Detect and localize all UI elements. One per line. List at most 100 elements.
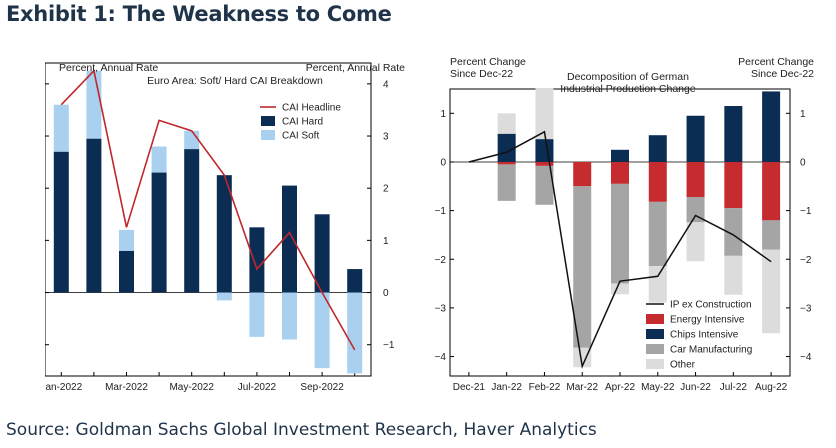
cai-soft-bar-jul-2022	[249, 292, 265, 337]
legend-cai-hard-label: CAI Hard	[282, 117, 323, 128]
cai-soft-bar-feb-2022	[86, 70, 102, 139]
other-bar-jan-22	[497, 113, 516, 134]
left-xtick-label: Jan-2022	[45, 382, 83, 393]
right-xtick-label: Aug-22	[755, 382, 788, 393]
right-ytick-label-left: 1	[440, 109, 446, 120]
cai-hard-bar-sep-2022	[314, 214, 330, 293]
chips-intensive-bar-may-22	[648, 135, 667, 162]
right-ytick-label-right: −3	[800, 303, 812, 314]
right-ytick-label-right: −2	[800, 255, 812, 266]
right-ytick-label-left: −1	[435, 206, 447, 217]
cai-soft-bar-apr-2022	[151, 146, 167, 173]
right-chart-title: Decomposition of German Industrial Produ…	[560, 71, 696, 95]
left-y-label-left: Percent, Annual Rate	[59, 62, 159, 74]
right-xtick-label: Jul-22	[720, 382, 748, 393]
left-ytick-label-right: 0	[383, 288, 389, 299]
cai-soft-bar-aug-2022	[282, 292, 297, 340]
energy-intensive-bar-jun-22	[686, 161, 705, 197]
energy-intensive-bar-may-22	[648, 161, 667, 202]
other-bar-jun-22	[686, 222, 705, 262]
cai-hard-bar-jun-2022	[216, 175, 232, 293]
left-xtick-label: May-2022	[169, 382, 214, 393]
car-manufacturing-bar-jun-22	[686, 196, 705, 223]
left-chart-svg: −1−10011223344Jan-2022Mar-2022May-2022Ju…	[22, 62, 395, 393]
cai-soft-bar-sep-2022	[314, 292, 330, 369]
energy-intensive-bar-apr-22	[611, 161, 629, 184]
cai-hard-bar-may-2022	[184, 149, 200, 293]
right-xtick-label: Jun-22	[680, 382, 711, 393]
right-ytick-label-right: 0	[800, 157, 806, 168]
legend-energy-intensive-swatch	[646, 314, 664, 324]
chips-intensive-bar-jun-22	[686, 115, 705, 162]
legend-ip-ex-construction-label: IP ex Construction	[670, 300, 752, 311]
legend-other-swatch	[646, 359, 664, 369]
left-ytick-label-right: 3	[383, 132, 389, 143]
right-ytick-label-right: −1	[800, 206, 812, 217]
legend-cai-soft-swatch	[261, 130, 275, 140]
other-bar-mar-22	[573, 347, 592, 368]
cai-hard-bar-jul-2022	[249, 227, 265, 293]
left-plot-frame	[44, 62, 372, 377]
other-bar-aug-22	[762, 249, 781, 334]
legend-energy-intensive-label: Energy Intensive	[670, 315, 745, 326]
right-ytick-label-right: 1	[800, 109, 806, 120]
legend-other-label: Other	[670, 360, 696, 371]
energy-intensive-bar-feb-22	[535, 161, 554, 166]
right-xtick-label: Jan-22	[491, 382, 522, 393]
cai-soft-bar-may-2022	[184, 130, 200, 150]
cai-hard-bar-feb-2022	[86, 138, 102, 293]
left-xtick-label: Mar-2022	[105, 382, 148, 393]
car-manufacturing-bar-feb-22	[535, 165, 554, 205]
right-ytick-label-right: −4	[800, 352, 812, 363]
legend-chips-intensive-swatch	[646, 329, 664, 339]
exhibit-title: Exhibit 1: The Weakness to Come	[6, 2, 392, 26]
legend-cai-soft-label: CAI Soft	[282, 131, 319, 142]
right-xtick-label: Apr-22	[605, 382, 635, 393]
car-manufacturing-bar-apr-22	[611, 183, 629, 284]
right-ytick-label-left: 0	[440, 157, 446, 168]
energy-intensive-bar-aug-22	[762, 161, 781, 221]
cai-hard-bar-apr-2022	[151, 172, 167, 293]
right-chart: Percent Change Since Dec-22 Percent Chan…	[428, 54, 828, 406]
other-bar-jul-22	[724, 255, 743, 295]
right-ytick-label-left: −3	[435, 303, 447, 314]
left-ytick-label-right: 1	[383, 236, 389, 247]
cai-soft-bar-jan-2022	[53, 104, 69, 152]
car-manufacturing-bar-jul-22	[724, 208, 743, 256]
chips-intensive-bar-jul-22	[724, 106, 743, 162]
right-ytick-label-left: −2	[435, 255, 447, 266]
right-y-label-right: Percent Change Since Dec-22	[738, 56, 814, 80]
left-xtick-label: Sep-2022	[300, 382, 344, 393]
other-bar-may-22	[648, 266, 667, 303]
energy-intensive-bar-jul-22	[724, 161, 743, 209]
car-manufacturing-bar-jan-22	[497, 164, 516, 201]
cai-hard-bar-jan-2022	[53, 151, 69, 293]
chips-intensive-bar-feb-22	[535, 139, 554, 162]
right-xtick-label: Feb-22	[529, 382, 561, 393]
right-xtick-label: May-22	[641, 382, 675, 393]
chips-intensive-bar-apr-22	[611, 149, 629, 162]
left-ytick-label-right: 2	[383, 184, 389, 195]
car-manufacturing-bar-mar-22	[573, 186, 592, 348]
left-chart-title: Euro Area: Soft/ Hard CAI Breakdown	[147, 75, 323, 87]
right-xtick-label: Mar-22	[566, 382, 598, 393]
car-manufacturing-bar-aug-22	[762, 220, 781, 250]
left-ytick-label-right: −1	[383, 340, 395, 351]
left-xtick-label: Jul-2022	[238, 382, 277, 393]
left-y-label-right: Percent, Annual Rate	[305, 62, 405, 74]
legend-chips-intensive-label: Chips Intensive	[670, 330, 739, 341]
legend-cai-hard-swatch	[261, 116, 275, 126]
left-ytick-label-right: 4	[383, 79, 389, 90]
legend-car-manufacturing-swatch	[646, 344, 664, 354]
cai-headline-line	[60, 69, 356, 351]
source-note: Source: Goldman Sachs Global Investment …	[6, 420, 597, 440]
ip-ex-construction-line	[468, 130, 772, 369]
right-ytick-label-left: −4	[435, 352, 447, 363]
right-xtick-label: Dec-21	[453, 382, 486, 393]
cai-hard-bar-mar-2022	[119, 250, 134, 293]
right-y-label-left: Percent Change Since Dec-22	[450, 56, 526, 80]
other-bar-apr-22	[611, 283, 629, 295]
energy-intensive-bar-jan-22	[497, 161, 516, 165]
legend-cai-headline-label: CAI Headline	[282, 103, 341, 114]
cai-soft-bar-mar-2022	[119, 229, 134, 251]
